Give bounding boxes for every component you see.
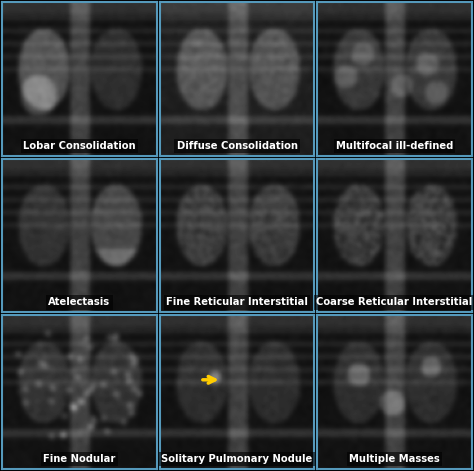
Text: Fine Reticular Interstitial: Fine Reticular Interstitial	[166, 298, 308, 308]
Text: Lobar Consolidation: Lobar Consolidation	[23, 141, 136, 151]
Text: Solitary Pulmonary Nodule: Solitary Pulmonary Nodule	[161, 454, 313, 464]
Text: Atelectasis: Atelectasis	[48, 298, 110, 308]
Text: Coarse Reticular Interstitial: Coarse Reticular Interstitial	[317, 298, 473, 308]
Text: Multifocal ill-defined: Multifocal ill-defined	[336, 141, 453, 151]
Text: Multiple Masses: Multiple Masses	[349, 454, 440, 464]
Text: Diffuse Consolidation: Diffuse Consolidation	[176, 141, 298, 151]
Text: Fine Nodular: Fine Nodular	[43, 454, 116, 464]
